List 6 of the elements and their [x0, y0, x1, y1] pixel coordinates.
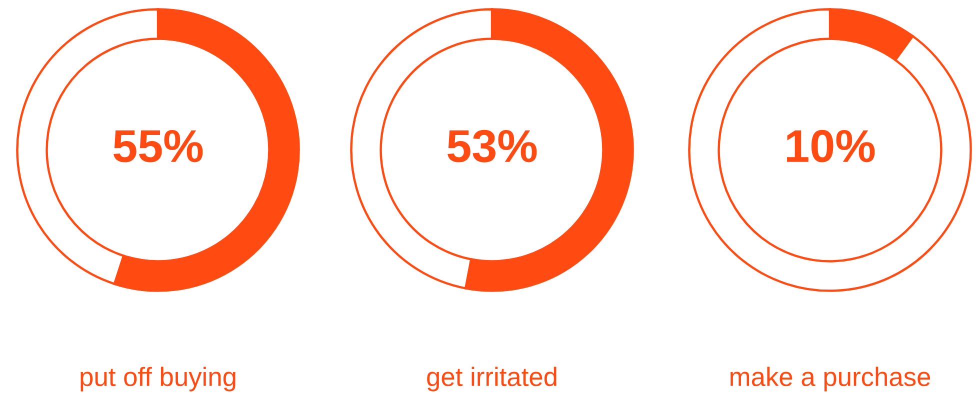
text: get irritated	[427, 366, 556, 392]
data-label: 10%	[787, 130, 875, 162]
text: make a purchase	[730, 366, 930, 392]
text: put off buying	[80, 366, 236, 392]
data-label: 53%	[448, 130, 537, 162]
data-label: 55%	[114, 130, 203, 162]
